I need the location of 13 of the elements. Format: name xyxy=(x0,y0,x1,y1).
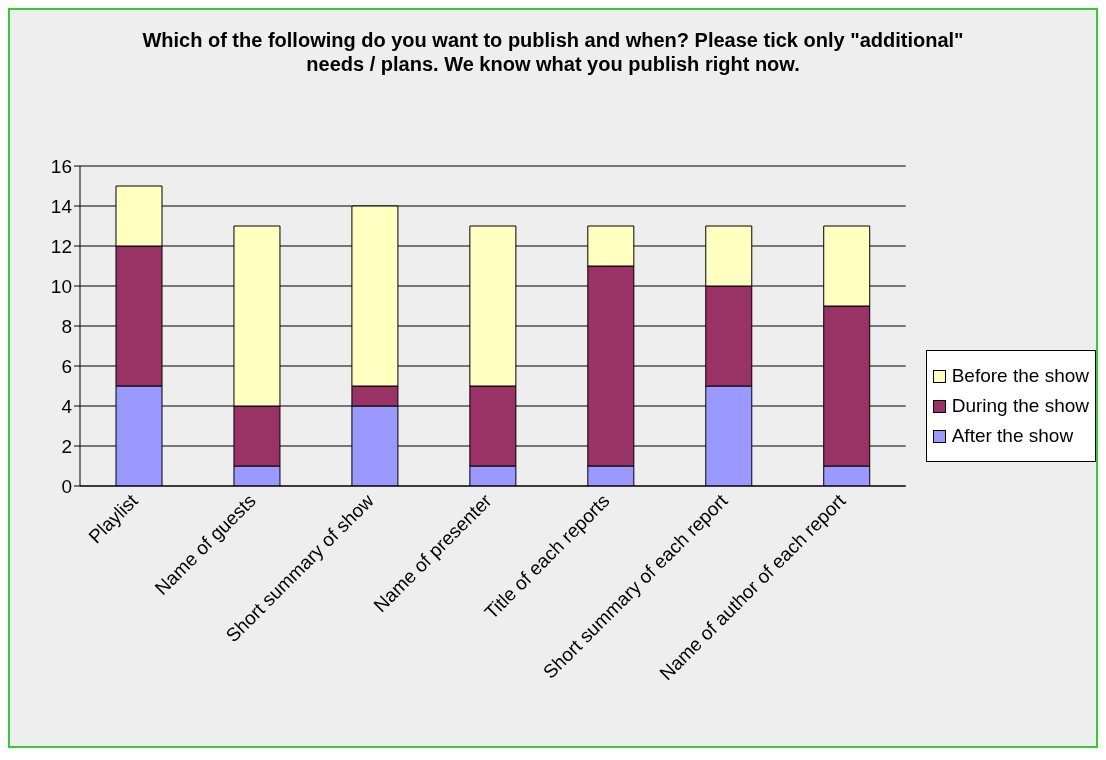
legend-label: After the show xyxy=(950,425,1075,447)
y-tick-label: 4 xyxy=(61,395,73,417)
y-tick-label: 2 xyxy=(61,435,72,457)
y-tick-label: 8 xyxy=(61,315,72,337)
chart-title: Which of the following do you want to publish and when? Please tick only "additional" needs / plans. We know what you publish right now. xyxy=(141,28,965,76)
y-tick-label: 0 xyxy=(61,475,72,497)
y-tick-label: 10 xyxy=(50,275,72,297)
y-tick-label: 6 xyxy=(61,355,72,377)
y-tick-label: 12 xyxy=(50,235,72,257)
y-tick-label: 16 xyxy=(50,155,72,177)
y-tick-label: 14 xyxy=(50,195,73,217)
legend-label: During the show xyxy=(950,395,1089,417)
legend-label: Before the show xyxy=(950,365,1089,387)
